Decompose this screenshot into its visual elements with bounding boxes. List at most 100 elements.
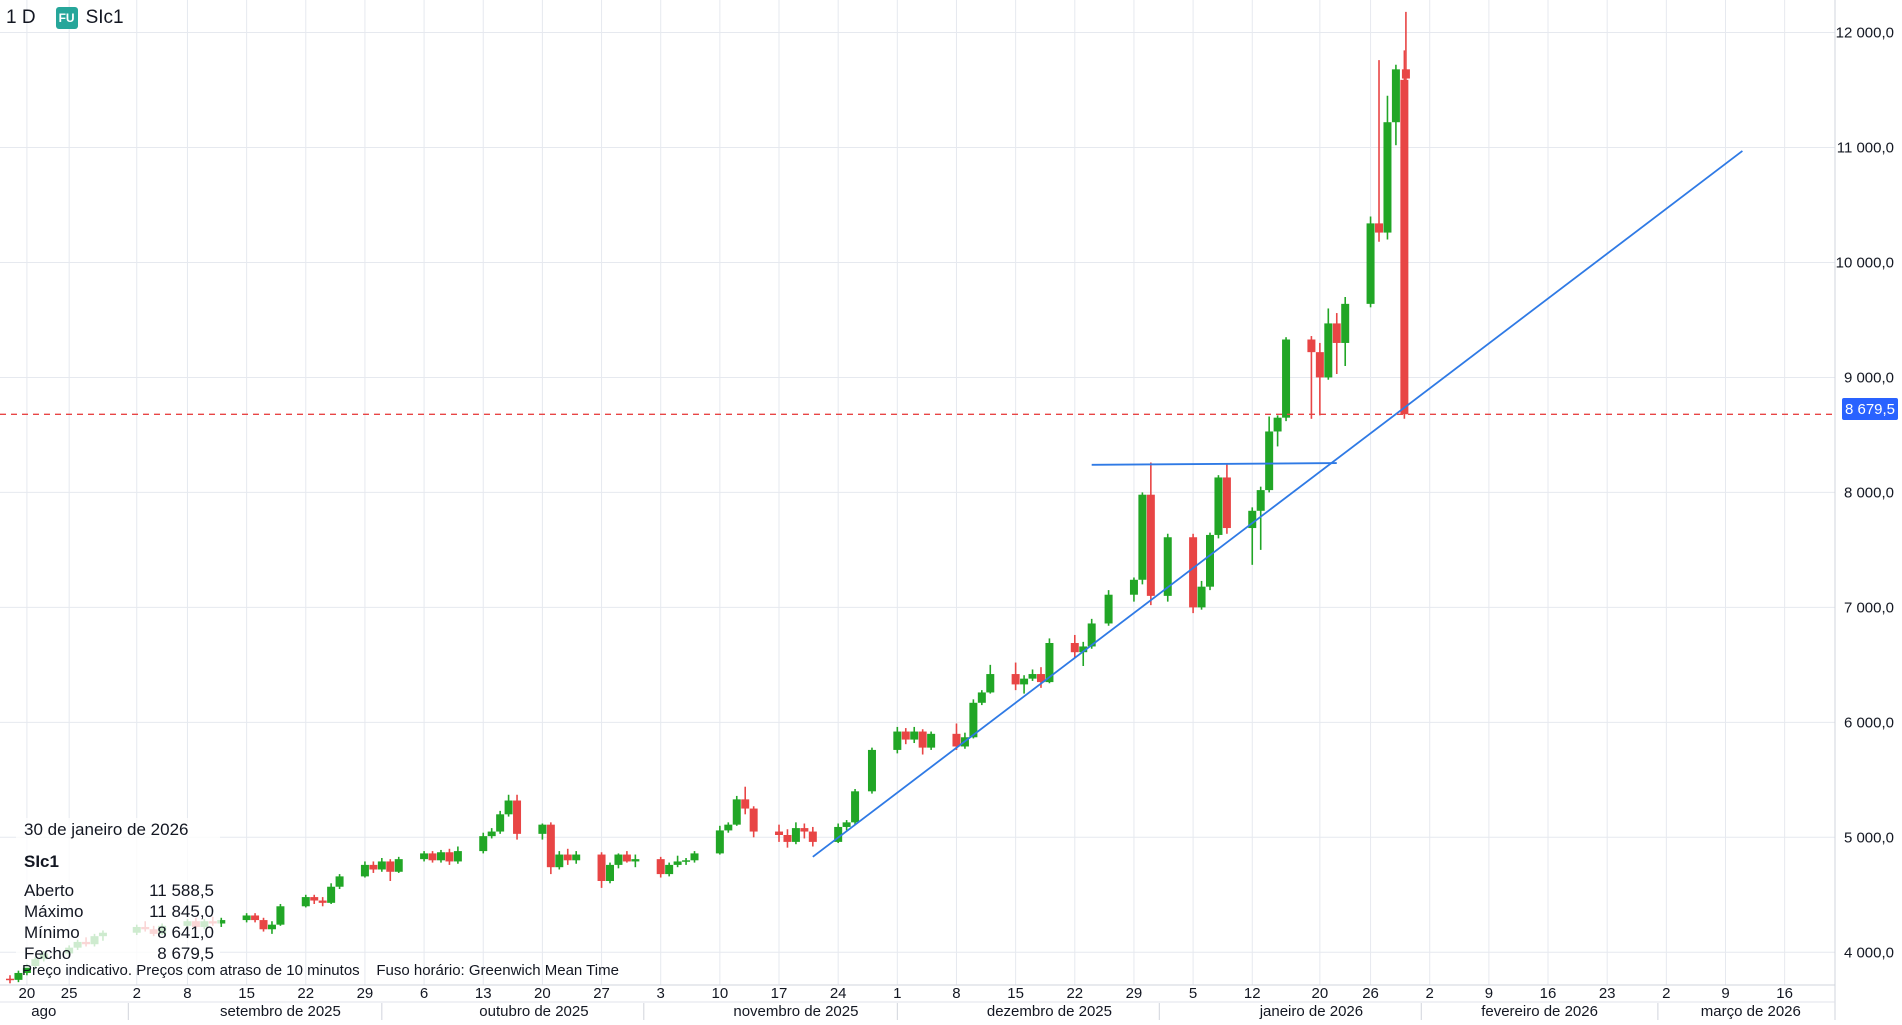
candle-body[interactable]	[910, 731, 919, 740]
candle-body[interactable]	[310, 897, 319, 901]
candle-body[interactable]	[1273, 417, 1282, 432]
candle-body[interactable]	[394, 859, 403, 872]
candle-body[interactable]	[1070, 643, 1079, 653]
candle-body[interactable]	[1282, 339, 1291, 418]
candle-body[interactable]	[673, 861, 682, 865]
trendlines[interactable]	[812, 150, 1743, 858]
candle-body[interactable]	[1391, 69, 1400, 123]
candle-body[interactable]	[496, 814, 505, 832]
symbol-label[interactable]: SIc1	[85, 7, 124, 28]
candle-body[interactable]	[1383, 122, 1392, 233]
candle-body[interactable]	[369, 864, 378, 870]
candle-body[interactable]	[1256, 490, 1265, 511]
candle-body[interactable]	[1332, 323, 1341, 343]
candle-body[interactable]	[1011, 674, 1020, 685]
candle-body[interactable]	[1341, 303, 1350, 343]
candle-body[interactable]	[513, 800, 522, 834]
candle-body[interactable]	[631, 859, 640, 862]
candle-body[interactable]	[1401, 69, 1410, 79]
candle-body[interactable]	[867, 749, 876, 792]
candle-body[interactable]	[690, 853, 699, 861]
candle-body[interactable]	[1129, 579, 1138, 595]
candle-body[interactable]	[927, 733, 936, 748]
candle-body[interactable]	[851, 791, 860, 823]
candle-body[interactable]	[1307, 339, 1316, 353]
candle-body[interactable]	[436, 852, 445, 861]
candle-body[interactable]	[563, 854, 572, 861]
trendline[interactable]	[1091, 462, 1337, 466]
candle-body[interactable]	[487, 831, 496, 837]
candle-body[interactable]	[360, 864, 369, 877]
candle-body[interactable]	[276, 906, 285, 925]
candle-body[interactable]	[251, 915, 260, 921]
candle-body[interactable]	[1028, 674, 1037, 679]
candle-body[interactable]	[775, 831, 784, 836]
candle-body[interactable]	[453, 851, 462, 862]
candle-body[interactable]	[1248, 510, 1257, 529]
candle-body[interactable]	[1036, 674, 1045, 683]
candle-body[interactable]	[724, 824, 733, 831]
candle-body[interactable]	[1163, 537, 1172, 596]
trendline[interactable]	[812, 150, 1743, 858]
candle-body[interactable]	[420, 853, 429, 860]
candle-body[interactable]	[741, 799, 750, 809]
candle-body[interactable]	[479, 836, 488, 852]
candle-body[interactable]	[682, 860, 691, 862]
timeframe-label[interactable]: 1 D	[6, 7, 36, 28]
candle-body[interactable]	[1315, 352, 1324, 378]
candle-body[interactable]	[918, 731, 927, 748]
candle-body[interactable]	[335, 876, 344, 887]
candle-body[interactable]	[1375, 223, 1384, 233]
candle-body[interactable]	[1214, 477, 1223, 535]
candle-body[interactable]	[538, 824, 547, 834]
candle-body[interactable]	[622, 854, 631, 862]
candle-body[interactable]	[377, 861, 386, 870]
candle-body[interactable]	[749, 808, 758, 832]
x-axis[interactable]: 20 25 2 8 15 22 29 6 13 20 27 3 10 17 24 1 8 15 22 29 5 12 20 2…	[19, 985, 1801, 1020]
candle-body[interactable]	[715, 830, 724, 854]
candle-body[interactable]	[1222, 477, 1231, 529]
candle-body[interactable]	[546, 824, 555, 868]
candle-body[interactable]	[1146, 494, 1155, 596]
candle-body[interactable]	[14, 972, 23, 980]
candle-body[interactable]	[1324, 323, 1333, 378]
candle-body[interactable]	[1087, 623, 1096, 647]
candle-body[interactable]	[1197, 586, 1206, 608]
candle-body[interactable]	[259, 920, 268, 930]
candle-body[interactable]	[791, 828, 800, 842]
candle-body[interactable]	[986, 674, 995, 693]
candle-body[interactable]	[445, 852, 454, 862]
candle-body[interactable]	[952, 733, 961, 747]
candle-body[interactable]	[386, 861, 395, 872]
candle-body[interactable]	[1138, 494, 1147, 580]
candle-body[interactable]	[783, 835, 792, 842]
candle-body[interactable]	[318, 900, 327, 903]
candle-body[interactable]	[606, 864, 614, 881]
candle-body[interactable]	[1366, 223, 1375, 304]
candle-body[interactable]	[301, 897, 310, 907]
candle-body[interactable]	[1400, 79, 1409, 415]
candle-body[interactable]	[217, 920, 226, 924]
candle-body[interactable]	[1189, 537, 1198, 608]
y-axis[interactable]: 4 000,0 5 000,0 6 000,0 7 000,0 8 000,0 9 000…	[1836, 25, 1894, 962]
candle-body[interactable]	[969, 702, 978, 738]
candle-body[interactable]	[572, 854, 581, 861]
candle-body[interactable]	[1265, 431, 1274, 491]
candle-body[interactable]	[834, 826, 843, 842]
candle-body[interactable]	[732, 799, 741, 825]
candle-body[interactable]	[6, 978, 14, 981]
candle-body[interactable]	[267, 924, 276, 930]
candle-body[interactable]	[428, 853, 437, 861]
candle-body[interactable]	[665, 864, 674, 875]
candles[interactable]	[6, 11, 1410, 984]
candle-body[interactable]	[977, 692, 986, 703]
candle-body[interactable]	[614, 854, 623, 865]
candle-body[interactable]	[893, 731, 902, 750]
candle-body[interactable]	[800, 828, 809, 832]
candle-body[interactable]	[901, 731, 910, 740]
candle-body[interactable]	[656, 859, 665, 875]
candle-body[interactable]	[597, 854, 606, 881]
candle-body[interactable]	[327, 886, 336, 903]
